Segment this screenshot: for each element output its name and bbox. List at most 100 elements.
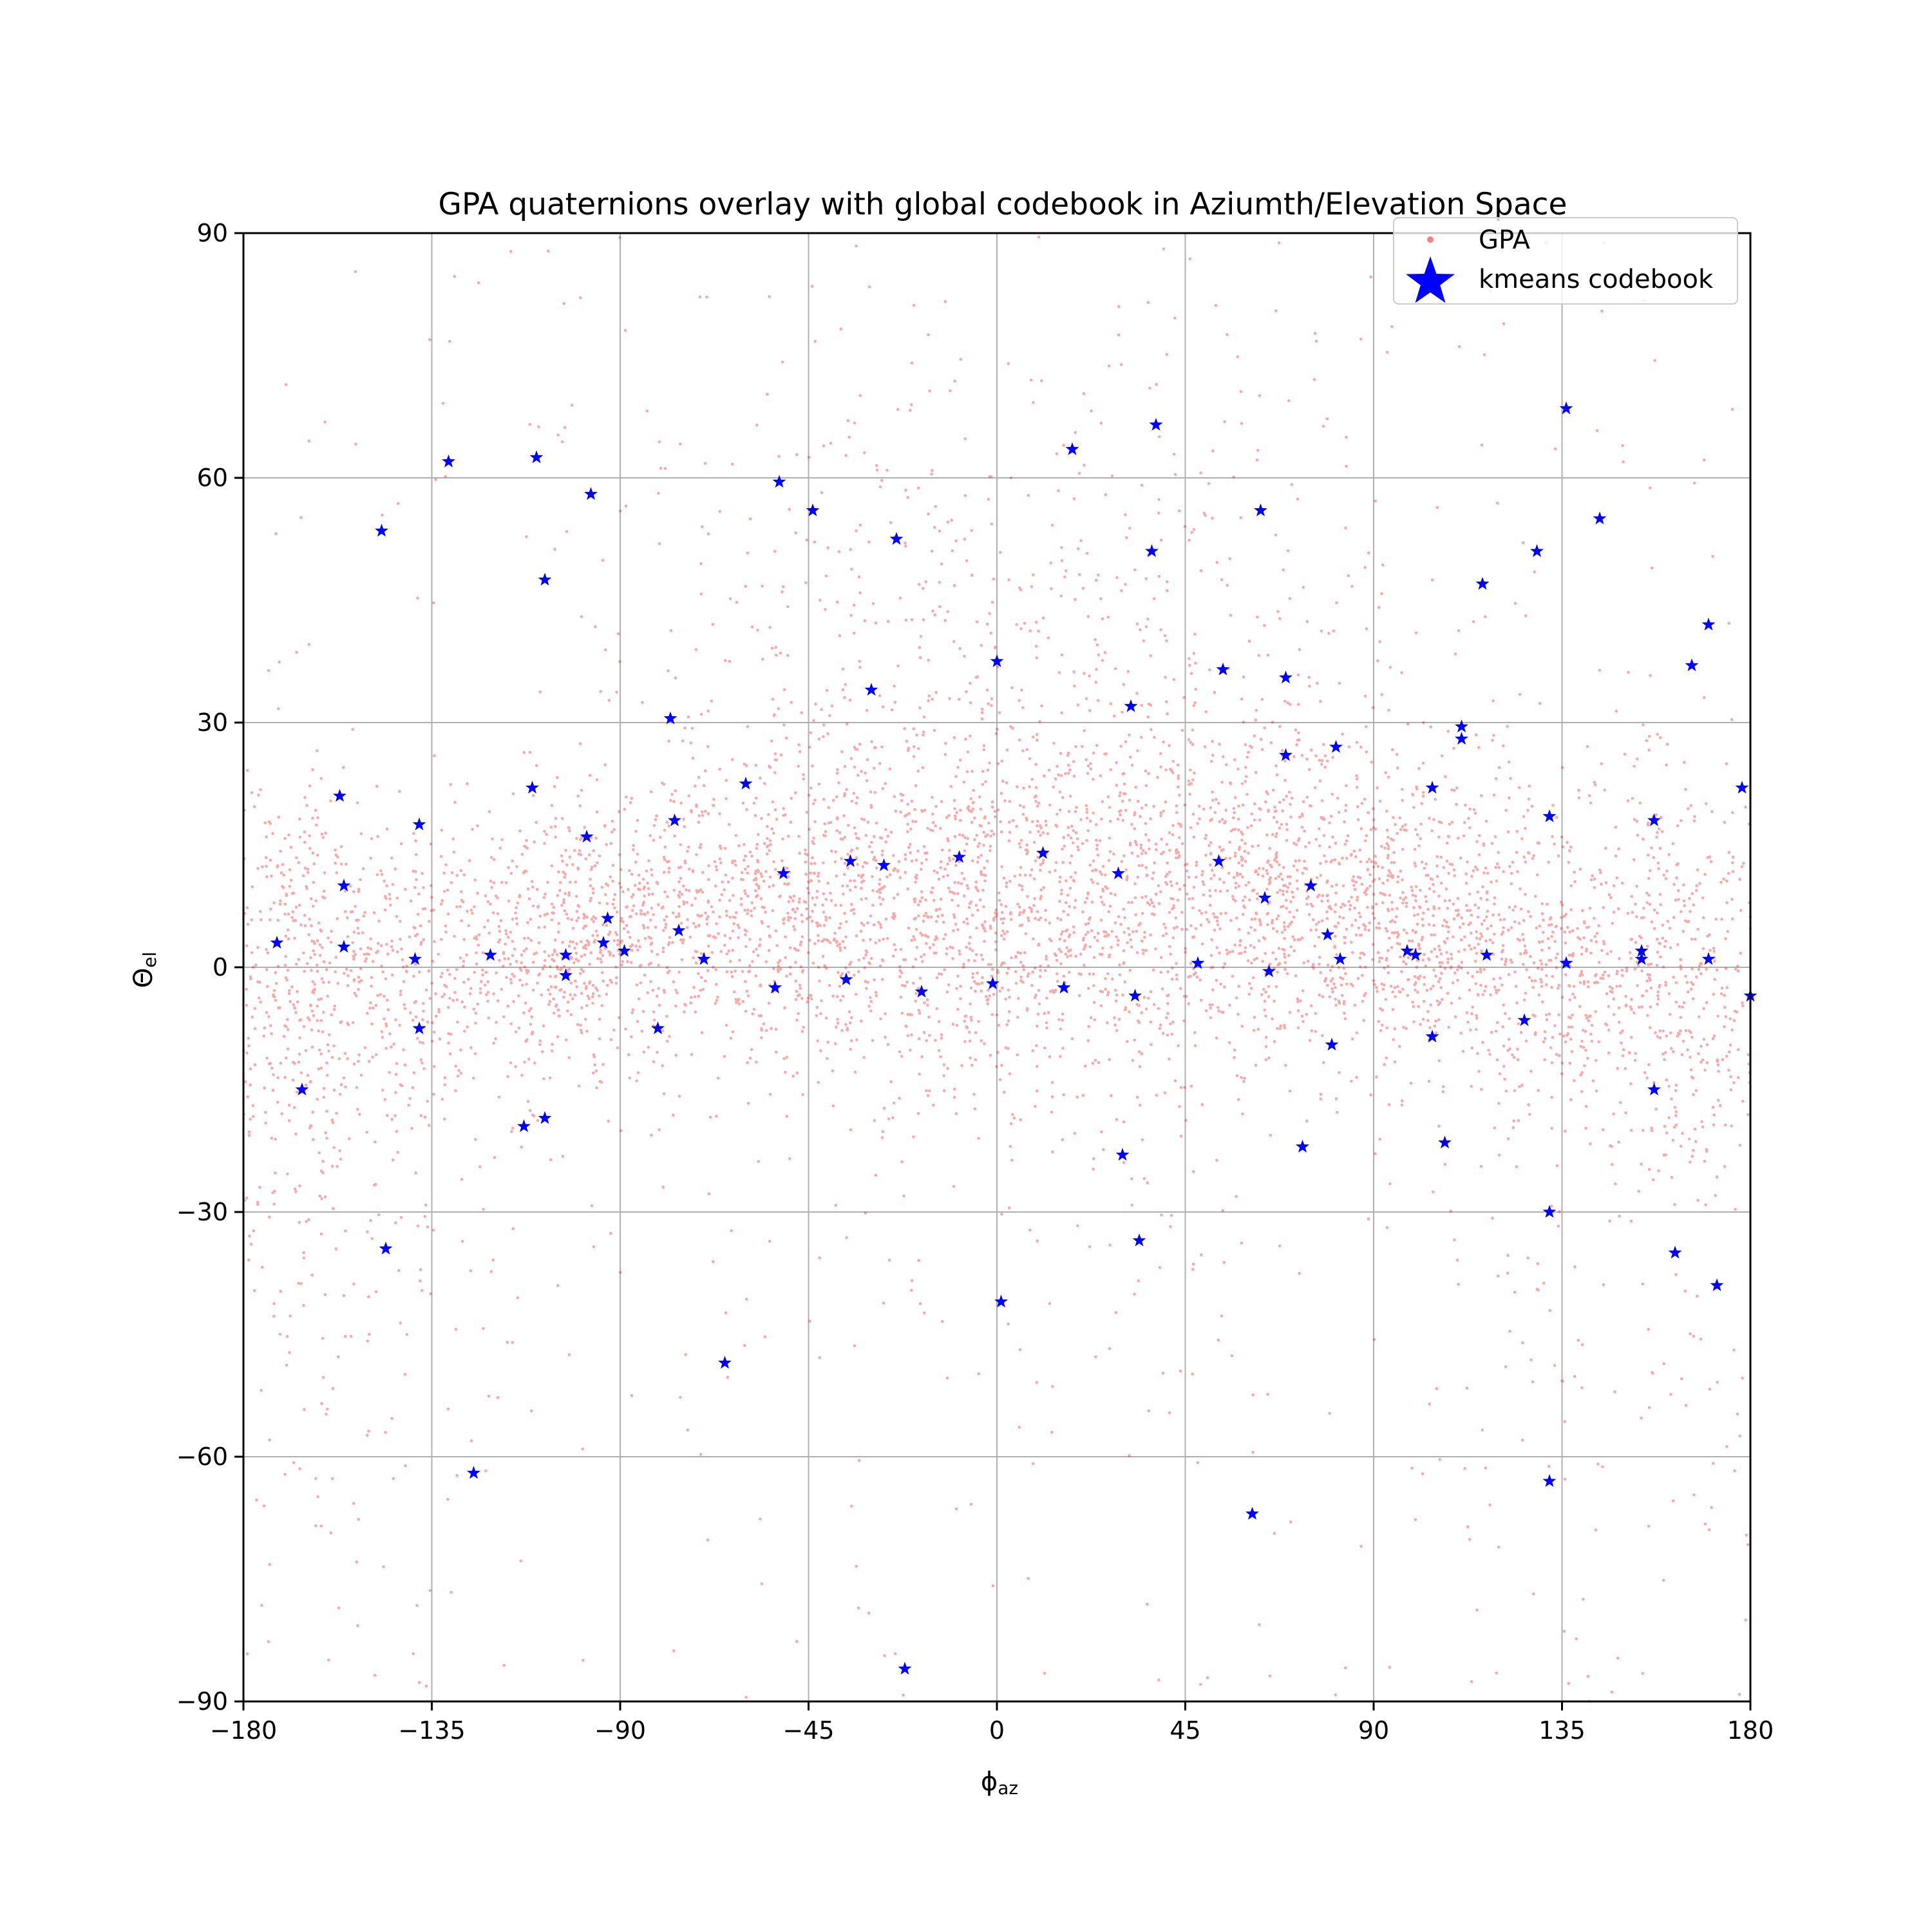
codebook-star [1542,1205,1557,1218]
codebook-star [1455,732,1468,745]
codebook-star [806,503,820,516]
codebook-star [777,866,790,880]
codebook-star [379,1242,393,1255]
codebook-star [1065,442,1079,455]
codebook-star [1191,956,1205,969]
codebook-star [596,936,611,949]
gpa-points [242,235,1752,1703]
codebook-star [1685,658,1699,672]
y-tick-label: −90 [176,1687,228,1716]
codebook-star [467,1466,480,1479]
codebook-star [1634,943,1649,957]
legend-entry-gpa: GPA [1427,225,1531,255]
codebook-star [839,972,853,985]
codebook-star [1321,927,1334,941]
codebook-star [1701,952,1716,965]
x-tick-label: 180 [1727,1716,1774,1745]
codebook-star [1455,719,1468,733]
codebook-star [1304,878,1318,892]
codebook-star [914,985,929,998]
codebook-star [1480,948,1493,961]
codebook-star [1112,866,1125,880]
codebook-star [994,1294,1008,1308]
codebook-star [1710,1278,1724,1291]
codebook-star [1333,952,1347,965]
codebook-star [538,573,552,586]
codebook-star [1400,943,1414,957]
codebook-star [412,1021,426,1034]
x-tick-label: −45 [782,1716,834,1745]
codebook-star [651,1021,665,1034]
codebook-star [529,450,544,464]
codebook-star [1647,1083,1661,1095]
codebook-star [990,654,1004,667]
codebook-star [517,1119,531,1132]
x-tick-label: 0 [989,1716,1005,1745]
codebook-star [668,813,681,826]
codebook-star [484,948,497,961]
codebook-star [580,829,594,843]
codebook-star [1408,948,1423,961]
legend-gpa-marker [1427,236,1434,243]
codebook-star [772,475,786,488]
y-tick-label: 0 [213,953,228,981]
x-axis-ticks: −180 −135 −90 −45 0 45 90 135 180 [210,1701,1774,1745]
codebook-star [877,858,891,871]
x-axis-label: ϕaz [981,1767,1018,1799]
codebook-star [295,1083,309,1095]
codebook-star [375,524,388,537]
y-tick-label: 90 [197,219,228,247]
codebook-star [1735,781,1749,794]
codebook-star [1258,891,1272,904]
codebook-star [270,936,284,949]
x-tick-label: 90 [1358,1716,1389,1745]
legend-gpa-label: GPA [1479,225,1531,255]
y-tick-label: 60 [197,464,228,492]
codebook-star [1530,544,1544,557]
codebook-star [739,777,753,790]
codebook-star [1542,809,1557,822]
x-tick-label: 45 [1170,1716,1200,1745]
y-axis-ticks: −90 −60 −30 0 30 60 90 [176,219,243,1716]
codebook-star [1542,1474,1557,1487]
chart-title: GPA quaternions overlay with global code… [439,187,1567,222]
codebook-star [889,532,904,545]
codebook-star [1559,401,1573,415]
codebook-star [559,968,573,981]
y-axis-label: Θel [129,952,160,989]
codebook-star [1634,952,1649,965]
codebook-star [1325,1037,1339,1051]
codebook-star [1329,740,1343,753]
y-axis-label-main: Θ [129,968,158,988]
codebook-star [526,781,539,794]
codebook-star [1593,511,1607,525]
kmeans-codebook-series [270,401,1757,1675]
codebook-star [1115,1148,1130,1161]
codebook-star [952,850,966,863]
codebook-star [672,923,686,936]
codebook-star [1279,748,1293,761]
codebook-star [1212,854,1226,867]
codebook-star [864,683,878,696]
codebook-star [1438,1135,1452,1149]
codebook-star [1475,576,1490,590]
x-axis-label-subscript: az [998,1777,1018,1799]
gpa-scatter-series [242,235,1752,1703]
codebook-star [1254,503,1267,516]
codebook-star [898,1662,912,1675]
x-tick-label: −135 [398,1716,465,1745]
x-axis-label-main: ϕ [981,1767,998,1797]
codebook-star [1701,618,1716,630]
codebook-star [1128,989,1142,1002]
codebook-star [1036,846,1050,859]
legend: GPA kmeans codebook [1393,217,1738,305]
legend-entry-kmeans: kmeans codebook [1406,256,1714,303]
codebook-star [1149,417,1163,431]
codebook-star [618,943,631,957]
codebook-star [442,454,455,468]
legend-box [1393,217,1738,305]
codebook-star [337,940,351,953]
codebook-star [986,976,999,990]
codebook-star [844,854,857,867]
